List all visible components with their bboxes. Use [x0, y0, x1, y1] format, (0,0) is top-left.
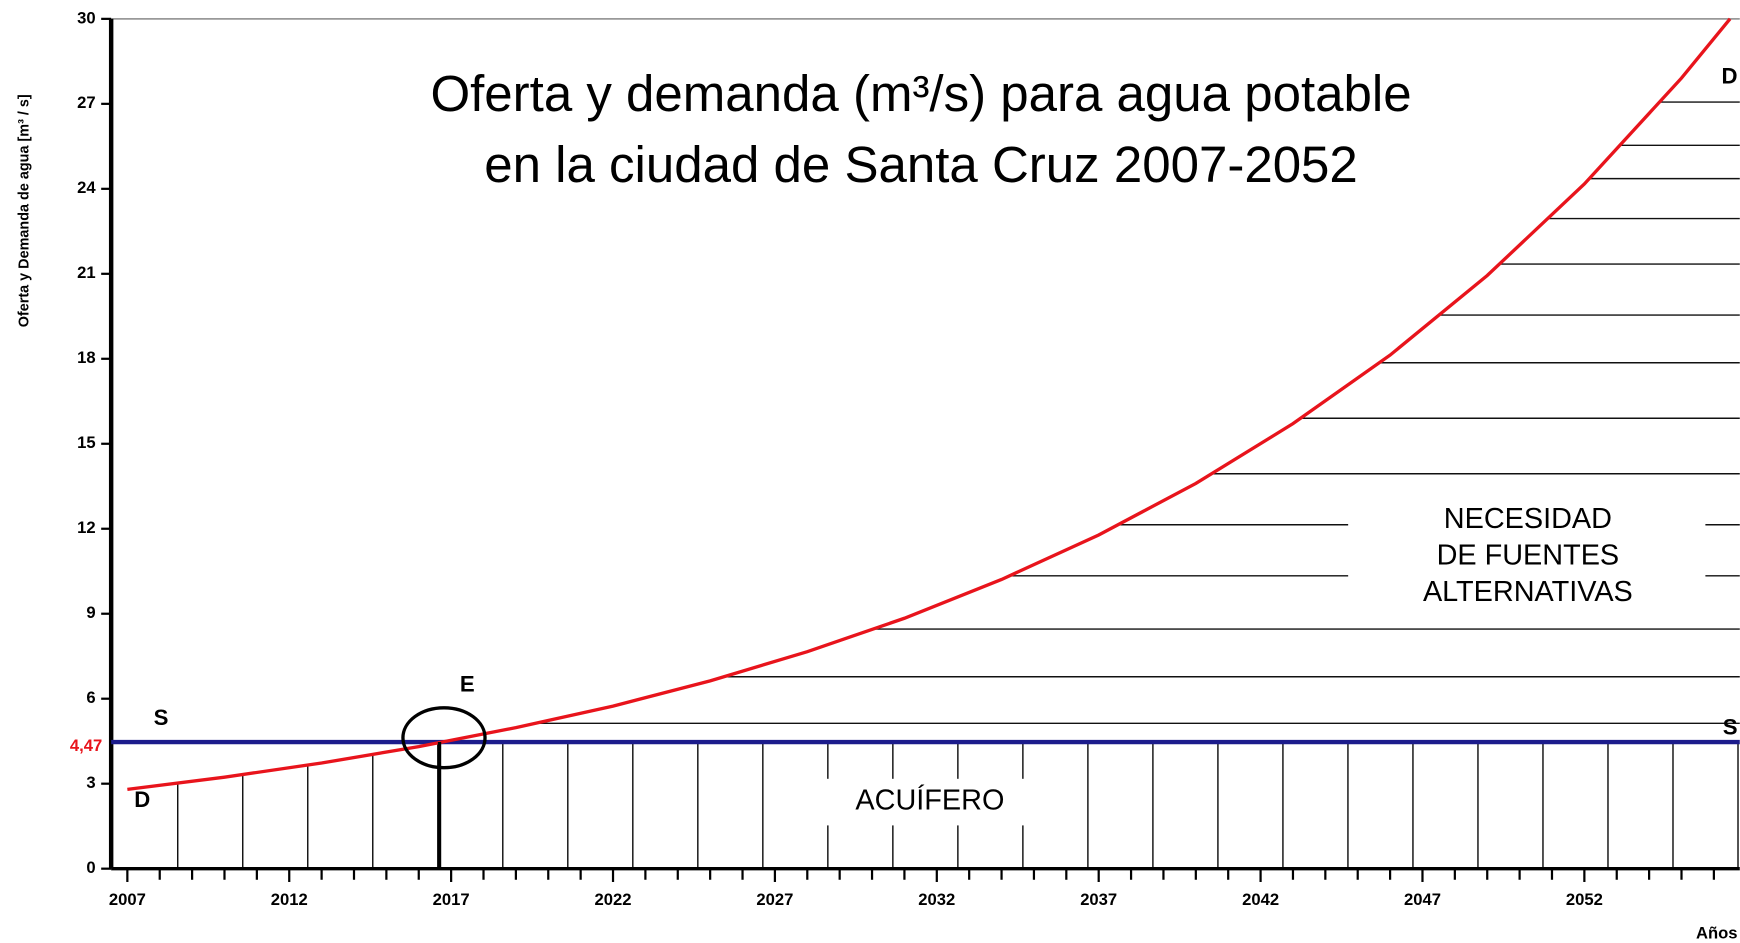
equilibrium-circle [401, 706, 487, 770]
x-tick-label: 2012 [271, 890, 308, 909]
supply-tick-label: 4,47 [70, 736, 102, 755]
annotation: ALTERNATIVAS [1423, 576, 1633, 608]
x-tick-label: 2042 [1242, 890, 1279, 909]
y-tick-label: 6 [86, 688, 95, 707]
y-tick-label: 9 [86, 603, 95, 622]
x-tick-label: 2022 [595, 890, 632, 909]
chart-title: en la ciudad de Santa Cruz 2007-2052 [484, 136, 1358, 193]
y-tick-label: 0 [86, 858, 95, 877]
x-tick-label: 2052 [1566, 890, 1603, 909]
y-tick-label: 27 [77, 93, 96, 112]
demand-line [127, 17, 1732, 792]
x-tick-label: 2027 [756, 890, 793, 909]
y-tick-label: 18 [77, 348, 96, 367]
y-tick-label: 24 [77, 178, 96, 197]
y-tick-label: 15 [77, 433, 96, 452]
x-tick-label: 2007 [109, 890, 146, 909]
annotation: DE FUENTES [1437, 540, 1620, 572]
annotation: ACUÍFERO [855, 784, 1004, 817]
annotation: E [460, 671, 475, 696]
annotation: D [134, 787, 150, 812]
y-axis-label: Oferta y Demanda de agua [m³ / s] [16, 94, 32, 327]
annotation: S [1723, 715, 1738, 740]
x-tick-label: 2032 [918, 890, 955, 909]
chart-title: Oferta y demanda (m³/s) para agua potabl… [430, 65, 1411, 122]
y-tick-label: 21 [77, 263, 96, 282]
y-tick-label: 30 [77, 8, 96, 27]
annotation: S [154, 705, 169, 730]
y-tick-label: 12 [77, 518, 96, 537]
x-axis-label: Años [1696, 924, 1738, 943]
label-bg [823, 778, 1039, 826]
annotation: NECESIDAD [1444, 503, 1612, 535]
x-tick-label: 2017 [433, 890, 470, 909]
x-tick-label: 2047 [1404, 890, 1441, 909]
annotation: D [1722, 64, 1738, 89]
y-tick-label: 3 [86, 773, 95, 792]
x-tick-label: 2037 [1080, 890, 1117, 909]
label-bg [1348, 497, 1706, 620]
